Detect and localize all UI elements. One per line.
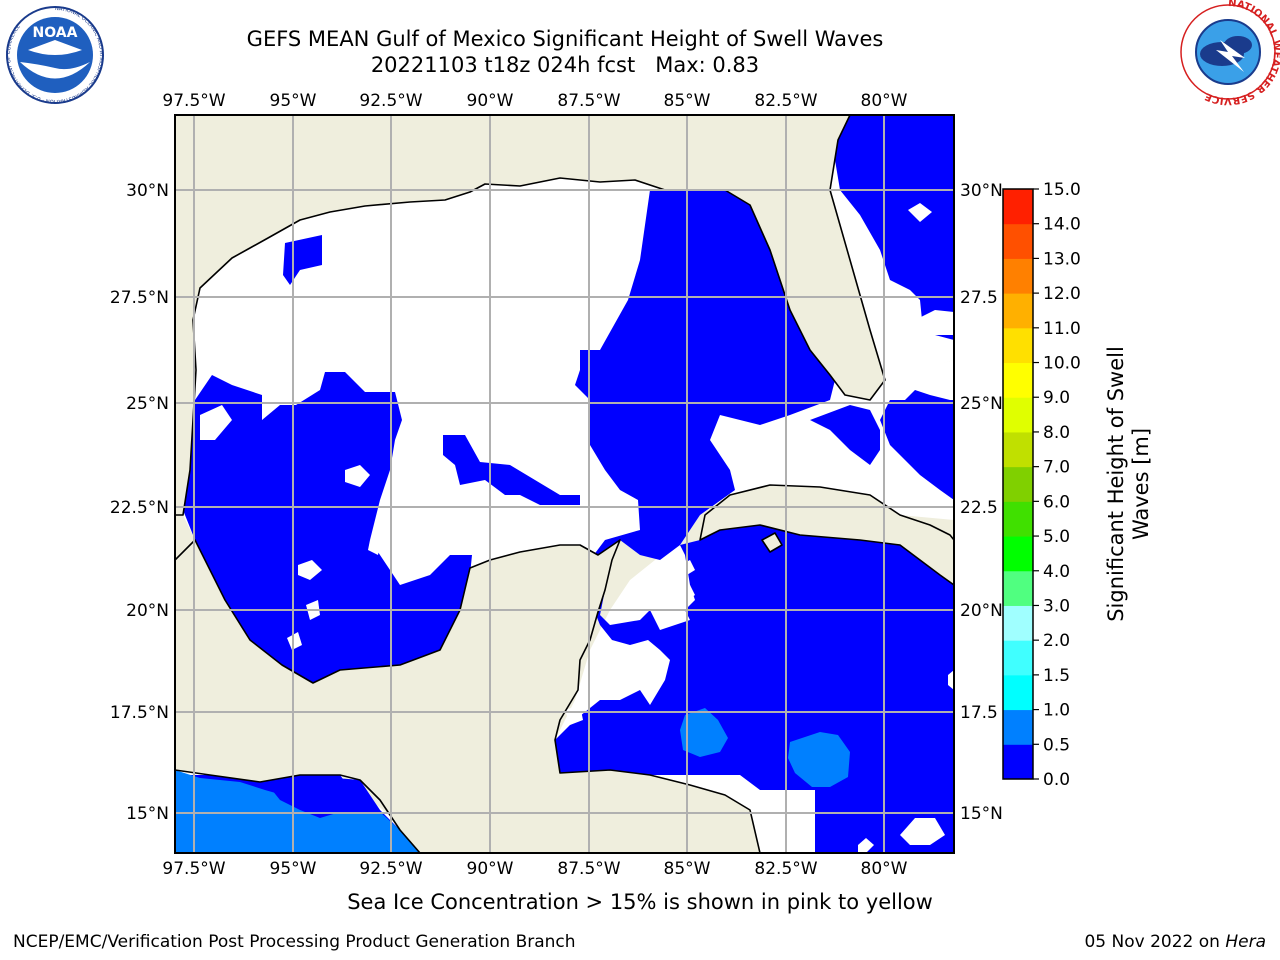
lon-label: 80°W [861, 859, 908, 879]
colorbar-tick-label: 10.0 [1043, 354, 1081, 374]
lat-label: 17.5 [960, 703, 998, 723]
lat-label: 15°N [126, 804, 169, 824]
lon-labels-top: 97.5°W 95°W 92.5°W 90°W 87.5°W 85°W 82.5… [162, 91, 907, 111]
map-frame [174, 114, 955, 854]
colorbar-tick-label: 12.0 [1043, 284, 1081, 304]
colorbar-segment [1003, 258, 1033, 294]
colorbar-segment [1003, 327, 1033, 364]
graticule [175, 115, 954, 853]
lon-label: 95°W [270, 91, 317, 111]
lat-label: 25°N [126, 394, 169, 414]
colorbar-segment [1003, 709, 1033, 745]
colorbar-tick-label: 6.0 [1043, 492, 1070, 512]
colorbar-segment [1003, 189, 1033, 225]
yucatan [175, 539, 761, 853]
lon-label: 90°W [467, 859, 514, 879]
colorbar-tick-label: 15.0 [1043, 180, 1081, 200]
colorbar-segment [1003, 293, 1033, 329]
lon-label: 92.5°W [359, 91, 422, 111]
lat-label: 22.5 [960, 498, 998, 518]
colorbar-ticks: 15.0 14.0 13.0 12.0 11.0 10.0 9.0 8.0 7.0 6.0 5.0 4… [1033, 180, 1081, 790]
swell-0.5-1.0m-areas [175, 708, 850, 853]
svg-text:Waves [m]: Waves [m] [1129, 428, 1153, 540]
lat-label: 27.5°N [110, 288, 169, 308]
lat-label: 20°N [960, 601, 1003, 621]
colorbar-segment [1003, 570, 1033, 606]
lon-label: 97.5°W [162, 91, 225, 111]
colorbar-tick-label: 2.0 [1043, 631, 1070, 651]
colorbar-frame [1002, 188, 1034, 780]
isla-juventud [761, 532, 783, 553]
colorbar-tick-label: 1.0 [1043, 701, 1070, 721]
noaa-logo: NOAA NATIONAL OCEANIC AND ATMOSPHERIC AD… [6, 6, 104, 104]
colorbar [1003, 189, 1033, 780]
lon-label: 87.5°W [557, 91, 620, 111]
credit-line: NCEP/EMC/Verification Post Processing Pr… [13, 932, 576, 952]
colorbar-tick-label: 14.0 [1043, 215, 1081, 235]
colorbar-tick-label: 0.5 [1043, 735, 1070, 755]
lon-label: 90°W [467, 91, 514, 111]
lat-labels-left: 30°N 27.5°N 25°N 22.5°N 20°N 17.5°N 15°N [110, 181, 169, 824]
svg-text:Significant Height of Swell: Significant Height of Swell [1104, 346, 1128, 622]
chart-title: GEFS MEAN Gulf of Mexico Significant Hei… [246, 27, 884, 51]
lon-label: 82.5°W [754, 91, 817, 111]
lon-labels-bottom: 97.5°W 95°W 92.5°W 90°W 87.5°W 85°W 82.5… [162, 859, 907, 879]
lat-label: 22.5°N [110, 498, 169, 518]
lon-label: 80°W [861, 91, 908, 111]
map-panel [175, 115, 954, 853]
colorbar-tick-label: 3.0 [1043, 596, 1070, 616]
lat-label: 15°N [960, 804, 1003, 824]
colorbar-tick-label: 4.0 [1043, 562, 1070, 582]
colorbar-segment [1003, 431, 1033, 468]
colorbar-tick-label: 5.0 [1043, 527, 1070, 547]
colorbar-segment [1003, 223, 1033, 259]
colorbar-segment [1003, 640, 1033, 676]
chart-subtitle: 20221103 t18z 024h fcst Max: 0.83 [370, 53, 760, 77]
lon-label: 87.5°W [557, 859, 620, 879]
colorbar-tick-label: 9.0 [1043, 388, 1070, 408]
colorbar-segment [1003, 536, 1033, 572]
lat-label: 30°N [960, 181, 1003, 201]
colorbar-segment [1003, 605, 1033, 641]
colorbar-segment [1003, 362, 1033, 398]
sea-ice-note: Sea Ice Concentration > 15% is shown in … [347, 890, 933, 914]
colorbar-segment [1003, 501, 1033, 537]
lat-label: 17.5°N [110, 703, 169, 723]
colorbar-tick-label: 1.5 [1043, 666, 1070, 686]
lon-label: 95°W [270, 859, 317, 879]
colorbar-tick-label: 0.0 [1043, 770, 1070, 790]
colorbar-tick-label: 11.0 [1043, 319, 1081, 339]
nws-logo: NATIONAL WEATHER SERVICE [1180, 0, 1280, 106]
colorbar-segment [1003, 397, 1033, 433]
date-line: 05 Nov 2022 on Hera [1084, 932, 1266, 952]
lon-label: 97.5°W [162, 859, 225, 879]
colorbar-tick-label: 13.0 [1043, 249, 1081, 269]
colorbar-segment [1003, 674, 1033, 711]
cuba [699, 484, 954, 586]
lon-label: 85°W [664, 91, 711, 111]
lon-label: 82.5°W [754, 859, 817, 879]
lat-label: 20°N [126, 601, 169, 621]
lon-label: 85°W [664, 859, 711, 879]
lon-label: 92.5°W [359, 859, 422, 879]
colorbar-tick-label: 7.0 [1043, 458, 1070, 478]
colorbar-label: Significant Height of Swell Waves [m] [1104, 346, 1153, 622]
colorbar-tick-label: 8.0 [1043, 423, 1070, 443]
lat-label: 30°N [126, 181, 169, 201]
colorbar-segment [1003, 744, 1033, 780]
lat-labels-right: 30°N 27.5 25°N 22.5 20°N 17.5 15°N [960, 181, 1003, 824]
land-masses [175, 115, 954, 853]
date-text: 05 Nov 2022 on [1084, 932, 1226, 952]
lat-label: 27.5 [960, 288, 998, 308]
lat-label: 25°N [960, 394, 1003, 414]
date-machine: Hera [1225, 932, 1266, 952]
usa-gulf-coast [175, 115, 886, 516]
colorbar-segment [1003, 466, 1033, 502]
noaa-logo-text: NOAA [33, 25, 78, 41]
